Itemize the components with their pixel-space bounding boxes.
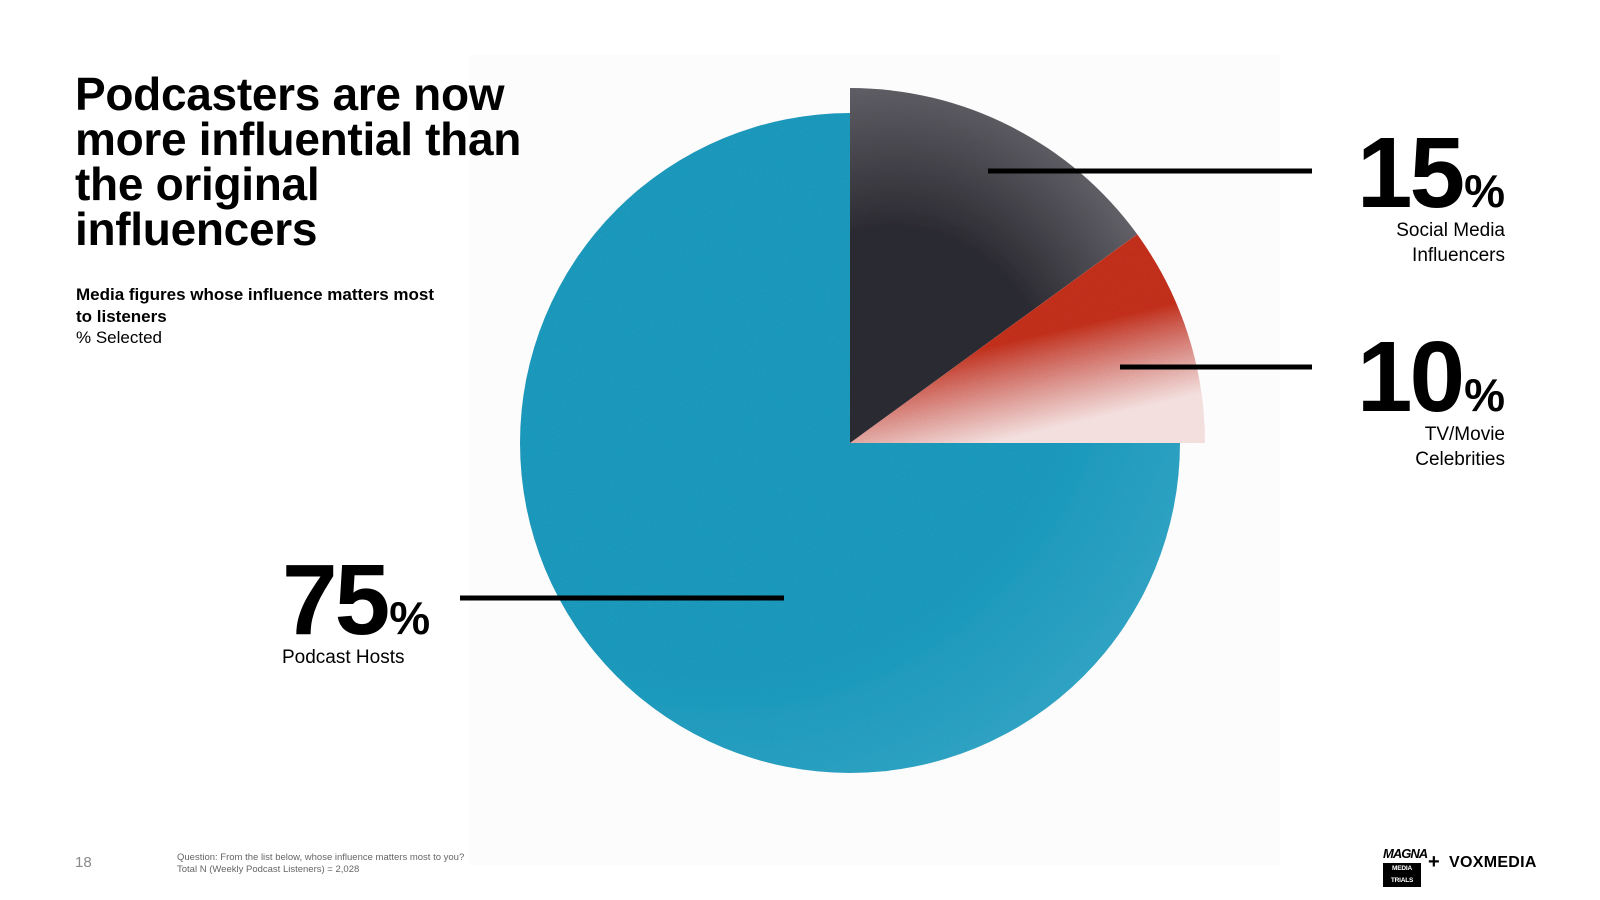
page-title: Podcasters are now more influential than… [75, 68, 522, 255]
voxmedia-logo: VOXMEDIA [1449, 854, 1537, 871]
podcast-label: Podcast Hosts [282, 647, 405, 668]
tv-label-line2: Celebrities [1415, 449, 1505, 470]
social-label-line2: Influencers [1412, 245, 1505, 266]
chart-subtitle: Media figures whose influence matters mo… [76, 285, 435, 326]
social-label-line1: Social Media [1396, 220, 1505, 241]
callout-tv-movie: 10% TV/Movie Celebrities [1356, 321, 1505, 472]
social-value: 15 [1356, 117, 1465, 229]
magna-logo-top: MAGNA [1383, 846, 1428, 861]
footnote: Question: From the list below, whose inf… [177, 852, 464, 876]
leader-lines [460, 168, 1312, 601]
chart-subnote: % Selected [76, 328, 162, 347]
footnote-question: Question: From the list below, whose inf… [177, 852, 465, 863]
logo-plus-sign: + [1428, 851, 1440, 873]
pie-slices [520, 88, 1205, 773]
tv-unit: % [1464, 369, 1505, 421]
slice-social-media [850, 88, 1138, 443]
magna-logo: MAGNA MEDIA TRIALS [1383, 846, 1428, 887]
callout-podcast-hosts: 75% Podcast Hosts [282, 544, 431, 670]
page-number: 18 [75, 854, 92, 871]
tv-label-line1: TV/Movie [1424, 424, 1505, 445]
callout-social-media: 15% Social Media Influencers [1356, 117, 1505, 268]
magna-logo-bottom: MEDIA TRIALS [1383, 863, 1421, 887]
slice-tv-movie [850, 234, 1205, 443]
podcast-unit: % [389, 592, 431, 644]
footnote-base: Total N (Weekly Podcast Listeners) = 2,0… [177, 864, 360, 875]
slice-podcast-hosts [520, 113, 1180, 773]
social-unit: % [1464, 165, 1505, 217]
podcast-value: 75 [282, 544, 390, 656]
tv-value: 10 [1356, 321, 1465, 433]
